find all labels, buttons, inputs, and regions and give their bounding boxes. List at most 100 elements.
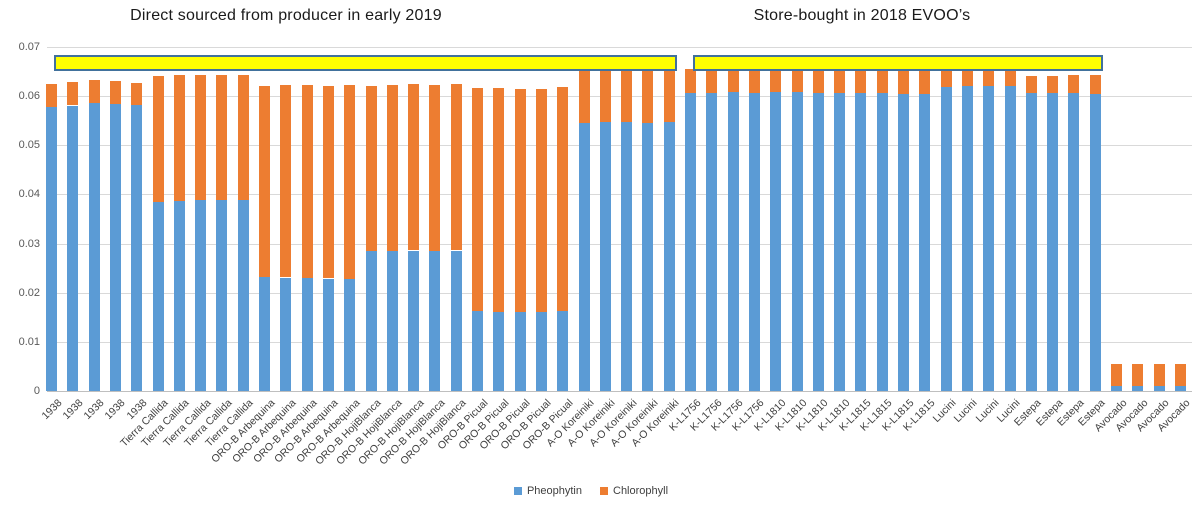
bar-chlorophyll-segment [237, 75, 249, 201]
bar-chlorophyll-segment [898, 69, 909, 95]
y-axis-tick-label: 0.03 [18, 237, 40, 250]
gridline [47, 194, 1192, 196]
y-axis-tick-label: 0.01 [18, 335, 40, 348]
bar-pheophytin-segment [983, 85, 995, 391]
bar-pheophytin-segment [940, 86, 952, 391]
y-axis-tick-label: 0.05 [18, 139, 40, 152]
bar-chlorophyll-segment [173, 75, 185, 202]
bar-pheophytin-segment [791, 91, 803, 391]
bar-chlorophyll-segment [195, 74, 207, 201]
bar-chlorophyll-segment [88, 80, 100, 103]
pheophytin-legend-label: Pheophytin [526, 485, 582, 497]
bar-chlorophyll-segment [663, 70, 675, 122]
bar-chlorophyll-segment [365, 85, 377, 252]
bar-chlorophyll-segment [685, 69, 696, 93]
direct-sourced-highlight [53, 55, 678, 71]
bar-chlorophyll-segment [131, 82, 143, 105]
bar-pheophytin-segment [834, 93, 846, 391]
bar-chlorophyll-segment [1047, 75, 1059, 94]
bar-pheophytin-segment [578, 123, 590, 391]
gridline [47, 145, 1192, 147]
y-axis-tick-label: 0.02 [18, 286, 40, 299]
x-axis-line [47, 391, 1192, 392]
bar-pheophytin-segment [131, 105, 143, 391]
bar-chlorophyll-segment [344, 85, 356, 279]
bar-chlorophyll-segment [259, 86, 270, 277]
bar-chlorophyll-segment [961, 69, 973, 87]
bar-chlorophyll-segment [919, 69, 931, 94]
bar-chlorophyll-segment [472, 88, 483, 312]
bar-chlorophyll-segment [1132, 363, 1144, 387]
pheophytin-legend-swatch-icon [513, 487, 522, 495]
bar-pheophytin-segment [961, 86, 973, 391]
bar-pheophytin-segment [685, 92, 696, 391]
bar-pheophytin-segment [67, 105, 79, 391]
bar-chlorophyll-segment [322, 85, 334, 279]
bar-chlorophyll-segment [109, 81, 121, 104]
gridline [47, 292, 1192, 294]
bar-pheophytin-segment [557, 310, 569, 391]
bar-chlorophyll-segment [983, 68, 995, 86]
bar-pheophytin-segment [706, 92, 718, 391]
bar-pheophytin-segment [322, 278, 334, 391]
bar-pheophytin-segment [1174, 386, 1186, 391]
bar-pheophytin-segment [727, 92, 739, 391]
bar-pheophytin-segment [109, 104, 121, 391]
bar-pheophytin-segment [1068, 93, 1080, 391]
bar-pheophytin-segment [876, 92, 888, 391]
bar-chlorophyll-segment [1174, 363, 1186, 387]
bar-chlorophyll-segment [727, 68, 739, 93]
bar-pheophytin-segment [216, 199, 228, 391]
bar-chlorophyll-segment [67, 81, 79, 106]
bar-chlorophyll-segment [152, 76, 164, 202]
bar-pheophytin-segment [535, 312, 547, 391]
y-axis-tick-label: 0.06 [18, 90, 40, 103]
chlorophyll-legend-label: Chlorophyll [613, 485, 669, 497]
bar-pheophytin-segment [855, 92, 867, 391]
bar-pheophytin-segment [195, 200, 207, 391]
bar-chlorophyll-segment [429, 85, 441, 251]
bar-chlorophyll-segment [280, 84, 292, 278]
bar-pheophytin-segment [812, 93, 824, 391]
gridline [47, 47, 1192, 48]
bar-pheophytin-segment [280, 277, 292, 391]
bar-chlorophyll-segment [748, 68, 760, 93]
bar-pheophytin-segment [386, 250, 398, 391]
bar-chlorophyll-segment [1004, 68, 1016, 87]
bar-pheophytin-segment [88, 103, 100, 391]
bar-chlorophyll-segment [216, 74, 228, 200]
bar-chlorophyll-segment [940, 69, 952, 87]
bar-pheophytin-segment [472, 311, 483, 391]
bar-pheophytin-segment [365, 251, 377, 391]
chlorophyll-legend-swatch-icon [600, 487, 608, 495]
bar-pheophytin-segment [1025, 92, 1037, 391]
bar-chlorophyll-segment [301, 85, 313, 278]
bar-pheophytin-segment [599, 122, 611, 391]
bar-pheophytin-segment [748, 92, 760, 391]
bar-pheophytin-segment [621, 122, 633, 391]
group-title-store-bought: Store-bought in 2018 EVOO’s [753, 7, 971, 24]
bar-chlorophyll-segment [834, 68, 846, 94]
bar-chlorophyll-segment [1025, 76, 1037, 93]
bar-chlorophyll-segment [876, 66, 888, 93]
bar-chlorophyll-segment [557, 87, 569, 311]
bar-pheophytin-segment [1111, 386, 1122, 391]
bar-pheophytin-segment [514, 311, 526, 391]
bar-pheophytin-segment [301, 278, 313, 391]
store-bought-highlight [692, 55, 1104, 71]
bar-pheophytin-segment [770, 92, 782, 391]
bar-chlorophyll-segment [514, 88, 526, 312]
bar-pheophytin-segment [408, 250, 420, 391]
bar-pheophytin-segment [493, 312, 505, 391]
bar-pheophytin-segment [450, 250, 462, 391]
bar-pheophytin-segment [1132, 386, 1144, 391]
bar-chlorophyll-segment [46, 83, 57, 107]
bar-chlorophyll-segment [599, 70, 611, 123]
gridline [47, 341, 1192, 343]
bar-chlorophyll-segment [770, 66, 782, 93]
bar-chlorophyll-segment [578, 71, 590, 124]
bar-pheophytin-segment [1004, 86, 1016, 391]
bar-chlorophyll-segment [1089, 75, 1101, 94]
bar-pheophytin-segment [1153, 385, 1165, 391]
